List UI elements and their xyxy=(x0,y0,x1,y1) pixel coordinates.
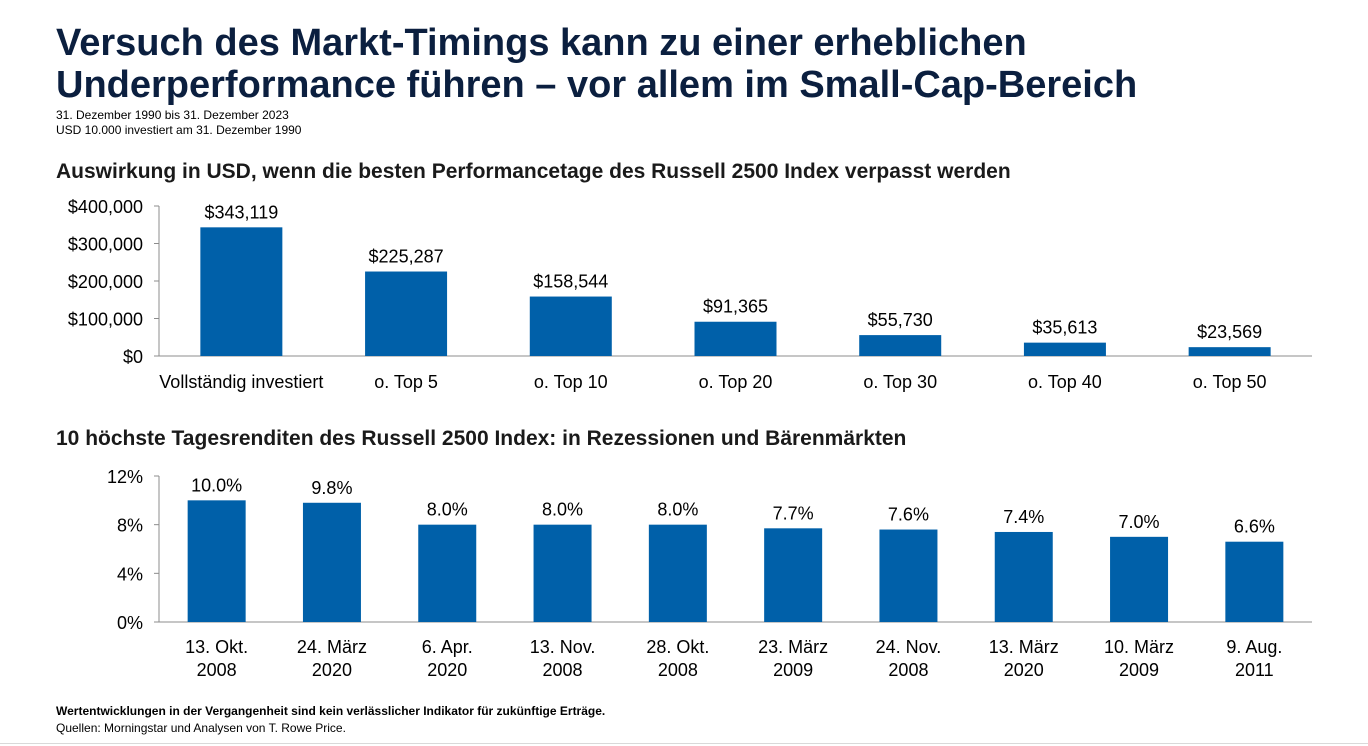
data-label: $23,569 xyxy=(1197,322,1262,342)
bar xyxy=(200,227,283,356)
page-title: Versuch des Markt-Timings kann zu einer … xyxy=(56,22,1346,106)
bar xyxy=(1110,536,1169,622)
data-label: 7.6% xyxy=(888,505,929,525)
data-label: 7.0% xyxy=(1119,512,1160,532)
x-category-label: 13. März xyxy=(989,637,1059,657)
bar xyxy=(365,271,448,356)
footer-sources: Quellen: Morningstar und Analysen von T.… xyxy=(56,721,346,735)
x-category-label: 2008 xyxy=(197,660,237,680)
x-category-label: o. Top 50 xyxy=(1193,372,1267,392)
title-line-1: Versuch des Markt-Timings kann zu einer … xyxy=(56,22,1027,64)
x-category-label: 24. Nov. xyxy=(876,637,942,657)
y-tick-label: 4% xyxy=(117,564,143,584)
data-label: 8.0% xyxy=(542,500,583,520)
x-category-label: 2020 xyxy=(312,660,352,680)
x-category-label: o. Top 30 xyxy=(863,372,937,392)
chart-top-daily-returns: 0% 4% 8% 12% 10.0% 13. Okt. 2008 9.8% 24. März 20… xyxy=(107,467,1312,680)
data-label: 6.6% xyxy=(1234,517,1275,537)
y-tick-label: 0% xyxy=(117,613,143,633)
x-category-label: 2008 xyxy=(543,660,583,680)
chart-missed-days: $0 $100,000 $200,000 $300,000 $400,000 $343,1… xyxy=(68,197,1312,392)
bar xyxy=(764,528,823,622)
x-category-label: 2009 xyxy=(773,660,813,680)
bar xyxy=(418,524,477,622)
x-category-label: 2009 xyxy=(1119,660,1159,680)
data-label: 9.8% xyxy=(311,478,352,498)
x-category-label: 28. Okt. xyxy=(646,637,709,657)
data-label: $158,544 xyxy=(533,272,608,292)
x-category-label: o. Top 20 xyxy=(699,372,773,392)
data-label: $55,730 xyxy=(868,310,933,330)
chart1-title: Auswirkung in USD, wenn die besten Perfo… xyxy=(56,160,1011,183)
x-category-label: 9. Aug. xyxy=(1226,637,1282,657)
bottom-divider xyxy=(0,743,1368,744)
bar xyxy=(879,529,938,622)
subtitle-period: 31. Dezember 1990 bis 31. Dezember 2023 xyxy=(56,108,289,122)
bar xyxy=(529,296,612,356)
bar xyxy=(1188,347,1271,356)
data-label: 8.0% xyxy=(657,500,698,520)
bar xyxy=(187,500,246,622)
bar xyxy=(859,335,942,356)
x-category-label: 24. März xyxy=(297,637,367,657)
x-category-label: Vollständig investiert xyxy=(159,372,323,392)
x-category-label: o. Top 10 xyxy=(534,372,608,392)
data-label: 10.0% xyxy=(191,475,242,495)
data-label: $35,613 xyxy=(1032,318,1097,338)
bar xyxy=(648,524,707,622)
chart2-title: 10 höchste Tagesrenditen des Russell 250… xyxy=(56,427,907,450)
data-label: $343,119 xyxy=(204,202,278,222)
x-category-label: 13. Okt. xyxy=(185,637,248,657)
y-tick-label: $0 xyxy=(123,347,143,367)
bar xyxy=(1225,541,1284,622)
title-line-2: Underperformance führen – vor allem im S… xyxy=(56,64,1138,106)
subtitle-investment: USD 10.000 investiert am 31. Dezember 19… xyxy=(56,123,302,137)
x-category-label: o. Top 5 xyxy=(374,372,438,392)
data-label: $225,287 xyxy=(369,247,444,267)
data-label: 7.7% xyxy=(773,503,814,523)
y-tick-label: $300,000 xyxy=(68,235,143,255)
x-category-label: 2011 xyxy=(1235,660,1274,680)
bar xyxy=(302,502,361,622)
bar xyxy=(533,524,592,622)
x-category-label: 13. Nov. xyxy=(530,637,596,657)
x-category-label: 2008 xyxy=(658,660,698,680)
x-category-label: 2020 xyxy=(1004,660,1044,680)
bar xyxy=(994,531,1053,622)
y-tick-label: $400,000 xyxy=(68,197,143,217)
x-category-label: 23. März xyxy=(758,637,828,657)
x-category-label: o. Top 40 xyxy=(1028,372,1102,392)
y-tick-label: $200,000 xyxy=(68,272,143,292)
x-category-label: 10. März xyxy=(1104,637,1174,657)
data-label: 8.0% xyxy=(427,500,468,520)
data-label: 7.4% xyxy=(1003,507,1044,527)
y-tick-label: $100,000 xyxy=(68,310,143,330)
x-category-label: 2020 xyxy=(427,660,467,680)
x-category-label: 2008 xyxy=(888,660,928,680)
y-tick-label: 12% xyxy=(107,467,143,487)
x-category-label: 6. Apr. xyxy=(422,637,473,657)
bar xyxy=(1023,342,1106,356)
y-tick-label: 8% xyxy=(117,516,143,536)
bar xyxy=(694,321,777,356)
data-label: $91,365 xyxy=(703,297,768,317)
footer-disclaimer: Wertentwicklungen in der Vergangenheit s… xyxy=(56,704,606,718)
